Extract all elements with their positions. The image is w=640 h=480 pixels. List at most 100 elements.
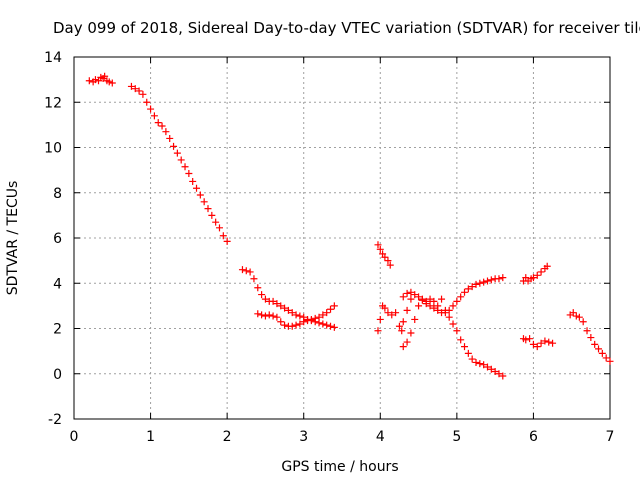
data-point <box>108 79 116 87</box>
data-point <box>311 314 319 322</box>
data-point <box>411 315 419 323</box>
data-point <box>495 370 503 378</box>
data-point <box>223 237 231 245</box>
data-point <box>158 122 166 130</box>
data-point <box>583 327 591 335</box>
series-arc-4 <box>254 302 338 330</box>
data-point <box>135 87 143 95</box>
data-point <box>277 318 285 326</box>
data-point <box>376 245 384 253</box>
data-point <box>468 355 476 363</box>
data-point <box>212 218 220 226</box>
data-point <box>483 277 491 285</box>
data-point <box>579 318 587 326</box>
data-point <box>472 358 480 366</box>
data-point <box>254 310 262 318</box>
series-arc-6 <box>374 295 415 335</box>
data-point <box>296 312 304 320</box>
data-point <box>434 302 442 310</box>
x-tick-label: 7 <box>606 429 615 445</box>
data-point <box>449 302 457 310</box>
series-arc-7 <box>399 274 507 351</box>
data-point <box>392 309 400 317</box>
data-point <box>139 90 147 98</box>
data-point <box>376 315 384 323</box>
data-point <box>296 320 304 328</box>
data-point <box>200 198 208 206</box>
data-point <box>476 360 484 368</box>
data-point <box>407 288 415 296</box>
data-point <box>330 302 338 310</box>
data-point <box>543 262 551 270</box>
x-tick-label: 4 <box>376 429 385 445</box>
x-axis-label: GPS time / hours <box>281 459 398 475</box>
data-point <box>147 105 155 113</box>
data-point <box>292 311 300 319</box>
y-tick-label: 8 <box>53 186 62 202</box>
data-point <box>258 311 266 319</box>
data-point <box>386 261 394 269</box>
data-point <box>319 320 327 328</box>
data-point <box>265 311 273 319</box>
data-point <box>545 338 553 346</box>
data-point <box>181 163 189 171</box>
data-point <box>258 291 266 299</box>
data-point <box>453 327 461 335</box>
data-point <box>219 232 227 240</box>
data-point <box>541 337 549 345</box>
data-point <box>464 349 472 357</box>
data-point <box>284 306 292 314</box>
data-point <box>526 335 534 343</box>
data-point <box>499 274 507 282</box>
y-axis-label: SDTVAR / TECUs <box>5 181 21 296</box>
data-point <box>323 309 331 317</box>
series-arc-9 <box>519 262 551 285</box>
data-point <box>595 345 603 353</box>
data-point <box>480 361 488 369</box>
y-tick-label: 10 <box>44 141 62 157</box>
data-point <box>464 285 472 293</box>
data-point <box>575 313 583 321</box>
data-point <box>131 85 139 93</box>
data-point <box>261 312 269 320</box>
data-point <box>327 305 335 313</box>
chart-title: Day 099 of 2018, Sidereal Day-to-day VTE… <box>53 19 640 37</box>
data-point <box>208 211 216 219</box>
data-point <box>598 349 606 357</box>
data-point <box>85 77 93 85</box>
data-point <box>533 343 541 351</box>
data-point <box>606 357 614 365</box>
data-point <box>572 312 580 320</box>
data-point <box>415 302 423 310</box>
data-point <box>457 293 465 301</box>
data-point <box>300 318 308 326</box>
data-point <box>292 321 300 329</box>
data-point <box>476 279 484 287</box>
data-points <box>85 72 614 380</box>
grid-lines <box>74 57 610 419</box>
data-point <box>374 327 382 335</box>
data-point <box>170 142 178 150</box>
data-point <box>537 339 545 347</box>
x-tick-label: 2 <box>223 429 232 445</box>
data-point <box>569 309 577 317</box>
data-point <box>374 241 382 249</box>
data-point <box>288 309 296 317</box>
data-point <box>399 293 407 301</box>
data-point <box>438 295 446 303</box>
data-point <box>196 191 204 199</box>
data-point <box>281 321 289 329</box>
data-point <box>307 315 315 323</box>
data-point <box>468 283 476 291</box>
data-point <box>193 184 201 192</box>
data-point <box>242 267 250 275</box>
data-point <box>399 343 407 351</box>
data-point <box>430 297 438 305</box>
data-point <box>499 372 507 380</box>
data-point <box>91 76 99 84</box>
data-point <box>177 156 185 164</box>
data-point <box>254 284 262 292</box>
data-point <box>461 343 469 351</box>
data-point <box>105 78 113 86</box>
